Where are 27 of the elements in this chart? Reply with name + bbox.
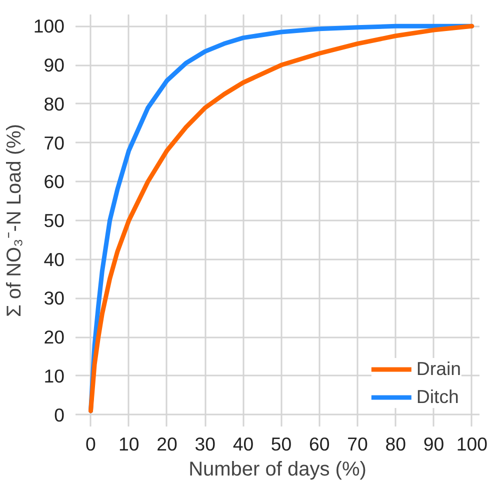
line-series [88, 24, 474, 414]
y-tick-label: 40 [44, 248, 65, 270]
y-tick-label: 30 [44, 288, 65, 309]
y-tick-label: 10 [44, 365, 65, 386]
x-axis-title: Number of days (%) [188, 458, 366, 480]
x-tick-label: 0 [86, 434, 96, 454]
y-axis-title: Σ of NO₃⁻-N Load (%) [3, 124, 26, 318]
y-tick-label: 20 [44, 326, 65, 348]
y-tick-label: 0 [54, 404, 65, 426]
x-tick-label: 90 [423, 434, 444, 454]
x-tick-label: 50 [270, 434, 292, 454]
y-tick-label: 100 [33, 16, 65, 37]
y-tick-label: 50 [44, 210, 65, 231]
legend-label: Drain [416, 358, 461, 380]
y-tick-label: 70 [44, 132, 65, 154]
x-tick-label: 80 [385, 434, 406, 454]
x-tick-label: 40 [232, 434, 254, 454]
x-tick-label: 100 [456, 434, 488, 454]
y-tick-label: 80 [44, 93, 65, 114]
x-tick-label: 10 [118, 434, 140, 454]
legend-label: Ditch [416, 386, 459, 408]
x-tick-label: 70 [347, 434, 368, 454]
x-tick-label: 20 [156, 434, 178, 454]
x-tick-label: 30 [194, 434, 216, 454]
x-tick-label: 60 [309, 434, 330, 454]
y-tick-label: 90 [44, 54, 65, 76]
y-tick-label: 60 [44, 171, 65, 192]
